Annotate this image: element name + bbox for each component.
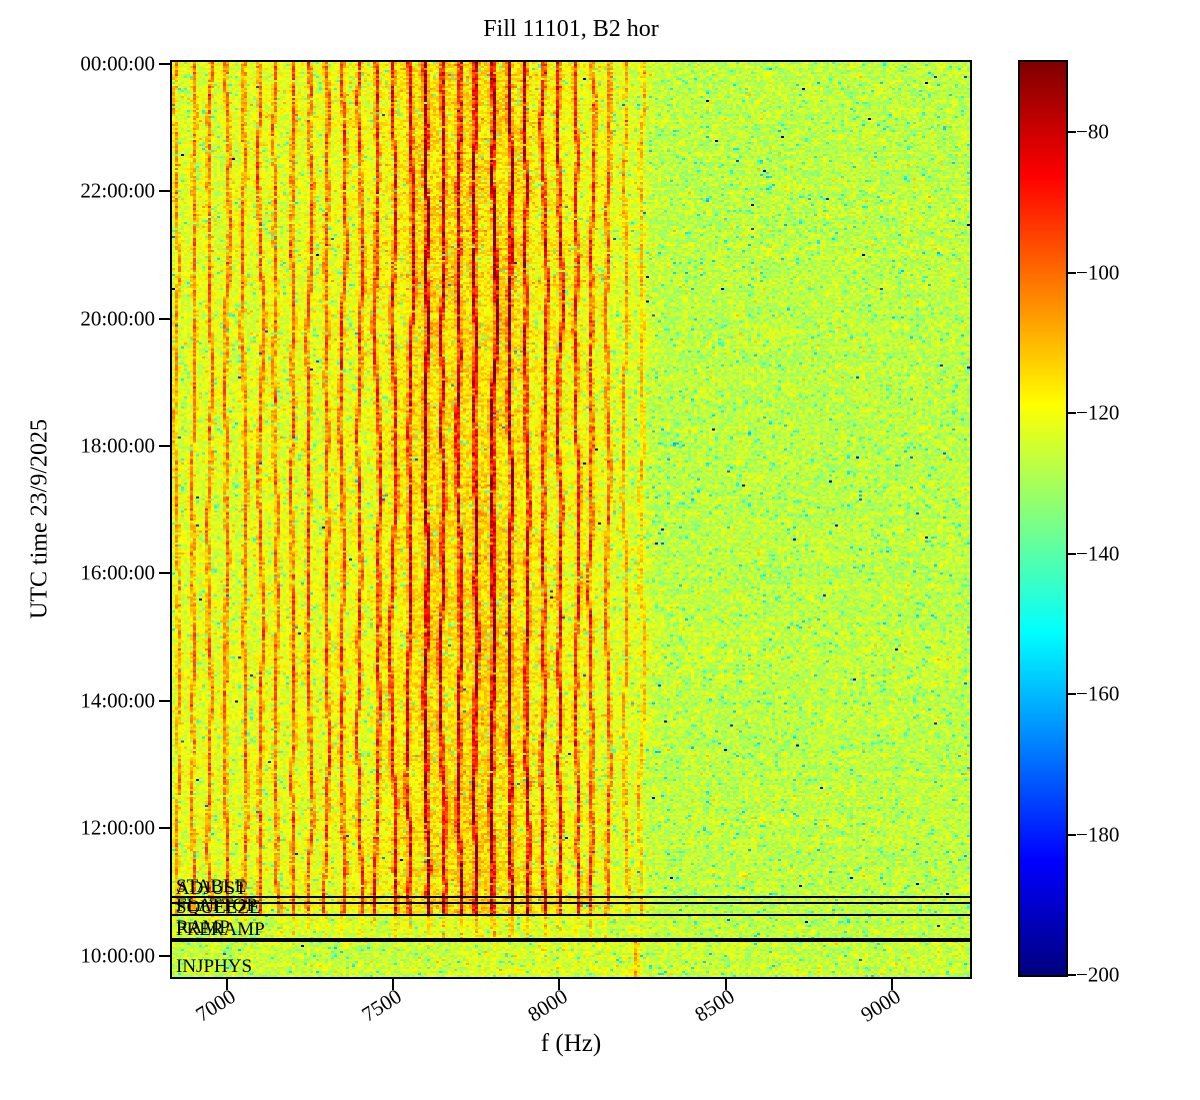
beam-mode-line xyxy=(172,938,970,943)
colorbar-tick-mark xyxy=(1068,693,1076,696)
beam-mode-label-adjust: ADJUST xyxy=(176,878,247,899)
colorbar-tick-label: −160 xyxy=(1076,681,1120,706)
y-tick-mark xyxy=(159,572,170,575)
colorbar-tick-mark xyxy=(1068,131,1076,134)
x-tick-mark xyxy=(392,979,395,990)
beam-mode-label-injphys: INJPHYS xyxy=(176,955,253,977)
y-tick-mark xyxy=(159,700,170,703)
colorbar-tick-label: −120 xyxy=(1076,400,1120,425)
colorbar-canvas xyxy=(1020,62,1066,975)
beam-mode-label-ramp: RAMP xyxy=(176,916,230,938)
colorbar-tick-label: −200 xyxy=(1076,962,1120,987)
x-axis-label: f (Hz) xyxy=(540,1030,602,1057)
x-tick-label: 8000 xyxy=(523,984,573,1027)
y-tick-mark xyxy=(159,954,170,957)
x-tick-mark xyxy=(724,979,727,990)
chart-title: Fill 11101, B2 hor xyxy=(483,16,659,42)
y-tick-label: 12:00:00 xyxy=(80,815,155,840)
y-tick-label: 22:00:00 xyxy=(80,178,155,203)
x-tick-label: 8500 xyxy=(689,984,739,1027)
beam-mode-label-flattop: FLATTOP xyxy=(176,895,257,917)
beam-mode-label-preramp: PRERAMP xyxy=(176,918,265,940)
beam-mode-line xyxy=(172,901,970,904)
y-tick-mark xyxy=(159,63,170,65)
y-tick-label: 20:00:00 xyxy=(80,306,155,331)
x-tick-mark xyxy=(558,979,561,990)
y-tick-label: 16:00:00 xyxy=(80,560,155,585)
beam-mode-label-squeeze: SQUEEZE xyxy=(176,897,261,919)
x-tick-mark xyxy=(890,979,893,990)
colorbar-frame xyxy=(1018,60,1068,977)
colorbar-tick-mark xyxy=(1068,271,1076,274)
colorbar-tick-mark xyxy=(1068,974,1076,976)
beam-mode-line xyxy=(172,896,970,899)
colorbar-tick-label: −100 xyxy=(1076,260,1120,285)
x-tick-mark xyxy=(225,979,228,990)
x-tick-label: 9000 xyxy=(856,984,905,1027)
y-tick-label: 18:00:00 xyxy=(80,433,155,458)
x-tick-label: 7500 xyxy=(357,984,406,1027)
colorbar-tick-mark xyxy=(1068,833,1076,836)
y-tick-label: 14:00:00 xyxy=(80,688,155,713)
colorbar-tick-label: −80 xyxy=(1076,119,1109,144)
beam-mode-label-stable: STABLE xyxy=(176,875,247,897)
colorbar-tick-mark xyxy=(1068,412,1076,415)
colorbar-tick-mark xyxy=(1068,552,1076,555)
y-tick-mark xyxy=(159,445,170,448)
colorbar-tick-label: −140 xyxy=(1076,541,1120,566)
spectrogram-canvas xyxy=(172,62,970,977)
x-tick-label: 7000 xyxy=(191,984,240,1027)
y-tick-mark xyxy=(159,827,170,830)
plot-frame xyxy=(170,60,972,979)
y-tick-label: 10:00:00 xyxy=(80,943,155,968)
beam-mode-line xyxy=(172,913,970,916)
y-tick-mark xyxy=(159,190,170,192)
y-tick-label: 00:00:00 xyxy=(80,51,155,76)
colorbar-tick-label: −180 xyxy=(1076,822,1120,847)
y-tick-mark xyxy=(159,318,170,321)
